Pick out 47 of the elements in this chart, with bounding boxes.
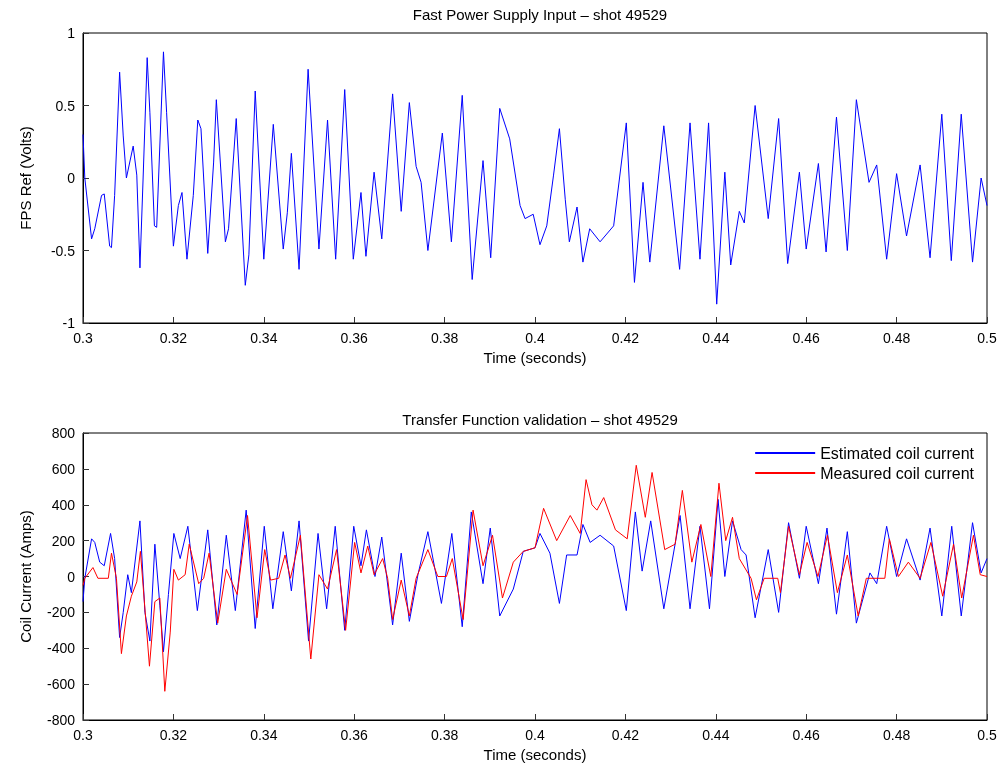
y-tick-label: 400 bbox=[51, 496, 76, 513]
y-tick-label: -400 bbox=[46, 640, 76, 657]
y-tick-label: 0.5 bbox=[55, 97, 76, 114]
x-tick-label: 0.4 bbox=[525, 330, 545, 346]
x-axis-title: Time (seconds) bbox=[483, 745, 587, 763]
y-tick-label: -0.5 bbox=[50, 242, 76, 259]
x-tick-label: 0.36 bbox=[340, 727, 369, 743]
y-tick-label: -200 bbox=[46, 604, 76, 621]
x-tick-label: 0.38 bbox=[430, 330, 459, 346]
x-tick-label: 0.42 bbox=[611, 727, 640, 743]
x-tick-label: 0.3 bbox=[73, 727, 93, 743]
x-tick-label: 0.44 bbox=[702, 727, 730, 743]
x-axis-title: Time (seconds) bbox=[483, 348, 587, 366]
y-tick-label: 0 bbox=[67, 568, 76, 585]
x-tick-label: 0.34 bbox=[250, 330, 278, 346]
y-tick-label: 600 bbox=[51, 460, 76, 477]
y-tick-label: -600 bbox=[46, 676, 76, 693]
x-tick-label: 0.46 bbox=[792, 330, 821, 346]
y-axis-title: FPS Ref (Volts) bbox=[17, 126, 34, 230]
y-tick-label: 200 bbox=[51, 532, 76, 549]
x-tick-label: 0.3 bbox=[73, 330, 93, 346]
x-tick-label: 0.32 bbox=[159, 330, 188, 346]
y-tick-label: 800 bbox=[51, 425, 76, 441]
line-series bbox=[82, 498, 988, 653]
x-tick-label: 0.46 bbox=[792, 727, 821, 743]
y-tick-label: -800 bbox=[46, 712, 76, 728]
chart-title: Fast Power Supply Input – shot 49529 bbox=[412, 6, 668, 23]
x-tick-label: 0.34 bbox=[250, 727, 278, 743]
x-tick-label: 0.42 bbox=[611, 330, 640, 346]
x-tick-label: 0.36 bbox=[340, 330, 369, 346]
x-tick-label: 0.48 bbox=[882, 727, 911, 743]
y-tick-label: -1 bbox=[62, 315, 76, 331]
x-tick-label: 0.38 bbox=[430, 727, 459, 743]
x-tick-label: 0.5 bbox=[977, 727, 997, 743]
x-tick-label: 0.4 bbox=[525, 727, 545, 743]
y-tick-label: 1 bbox=[67, 25, 76, 41]
x-tick-label: 0.48 bbox=[882, 330, 911, 346]
line-series bbox=[82, 51, 988, 305]
x-tick-label: 0.44 bbox=[702, 330, 730, 346]
legend-label: Estimated coil current bbox=[820, 444, 975, 462]
line-series bbox=[82, 464, 988, 692]
chart-title: Transfer Function validation – shot 49529 bbox=[402, 411, 678, 428]
y-axis-title: Coil Current (Amps) bbox=[17, 510, 34, 643]
legend-label: Measured coil current bbox=[820, 464, 975, 482]
y-tick-label: 0 bbox=[67, 170, 76, 186]
x-tick-label: 0.5 bbox=[977, 330, 997, 346]
x-tick-label: 0.32 bbox=[159, 727, 188, 743]
